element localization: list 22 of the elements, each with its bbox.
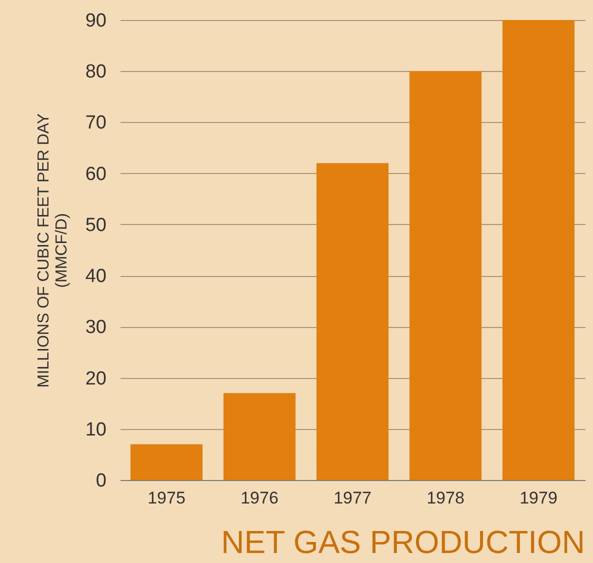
y-tick-label: 20 bbox=[85, 368, 106, 390]
x-tick-label: 1976 bbox=[240, 488, 278, 508]
bar bbox=[223, 393, 296, 480]
x-tick-label: 1979 bbox=[520, 488, 558, 508]
y-tick-label: 10 bbox=[85, 419, 106, 440]
bar bbox=[409, 71, 482, 480]
text: NET GAS PRODUCTION bbox=[221, 524, 585, 560]
y-tick-label: 70 bbox=[85, 112, 106, 134]
y-tick-label: 50 bbox=[85, 214, 106, 236]
y-tick-label: 60 bbox=[85, 164, 106, 185]
x-tick-label: 1978 bbox=[426, 488, 464, 508]
y-axis-title: MILLIONS OF CUBIC FEET PER DAY (MMCF/D) bbox=[35, 113, 70, 388]
y-tick-label: 40 bbox=[85, 266, 106, 288]
y-tick-label: 30 bbox=[85, 317, 106, 338]
y-tick-label: 80 bbox=[85, 62, 106, 83]
bar bbox=[502, 20, 575, 480]
bar bbox=[130, 444, 203, 480]
y-tick-label: 90 bbox=[85, 10, 106, 32]
x-tick-label: 1975 bbox=[148, 488, 186, 508]
bar bbox=[316, 163, 389, 480]
y-tick-label: 0 bbox=[96, 470, 106, 492]
x-tick-label: 1977 bbox=[334, 488, 372, 508]
